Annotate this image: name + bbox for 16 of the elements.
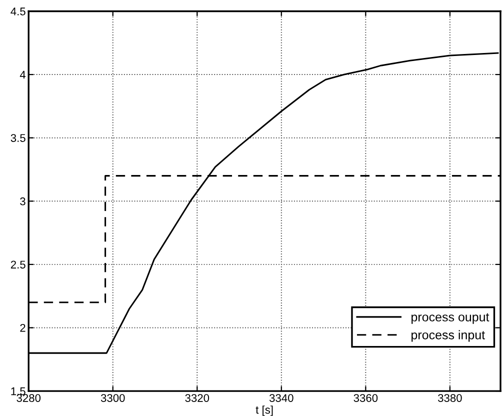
y-tick-label: 1.5: [11, 387, 26, 396]
x-tick-label: 3380: [438, 394, 462, 402]
x-tick-label: 3360: [354, 394, 378, 402]
x-tick-label: 3340: [269, 394, 294, 402]
x-tick-label: 3300: [100, 394, 125, 402]
x-tick-label: 3320: [185, 394, 210, 402]
y-tick-label: 3: [20, 197, 26, 206]
legend-label: process ouput: [412, 313, 490, 324]
y-tick-label: 4.5: [10, 8, 26, 16]
x-tick-label: 3280: [16, 394, 41, 402]
legend-label: process input: [412, 330, 485, 342]
y-tick-label: 3.5: [10, 134, 26, 142]
y-tick-label: 2: [20, 324, 26, 332]
y-tick-label: 2.5: [10, 260, 26, 269]
y-tick-label: 4: [20, 70, 26, 79]
x-axis-title: t [s]: [256, 406, 273, 416]
